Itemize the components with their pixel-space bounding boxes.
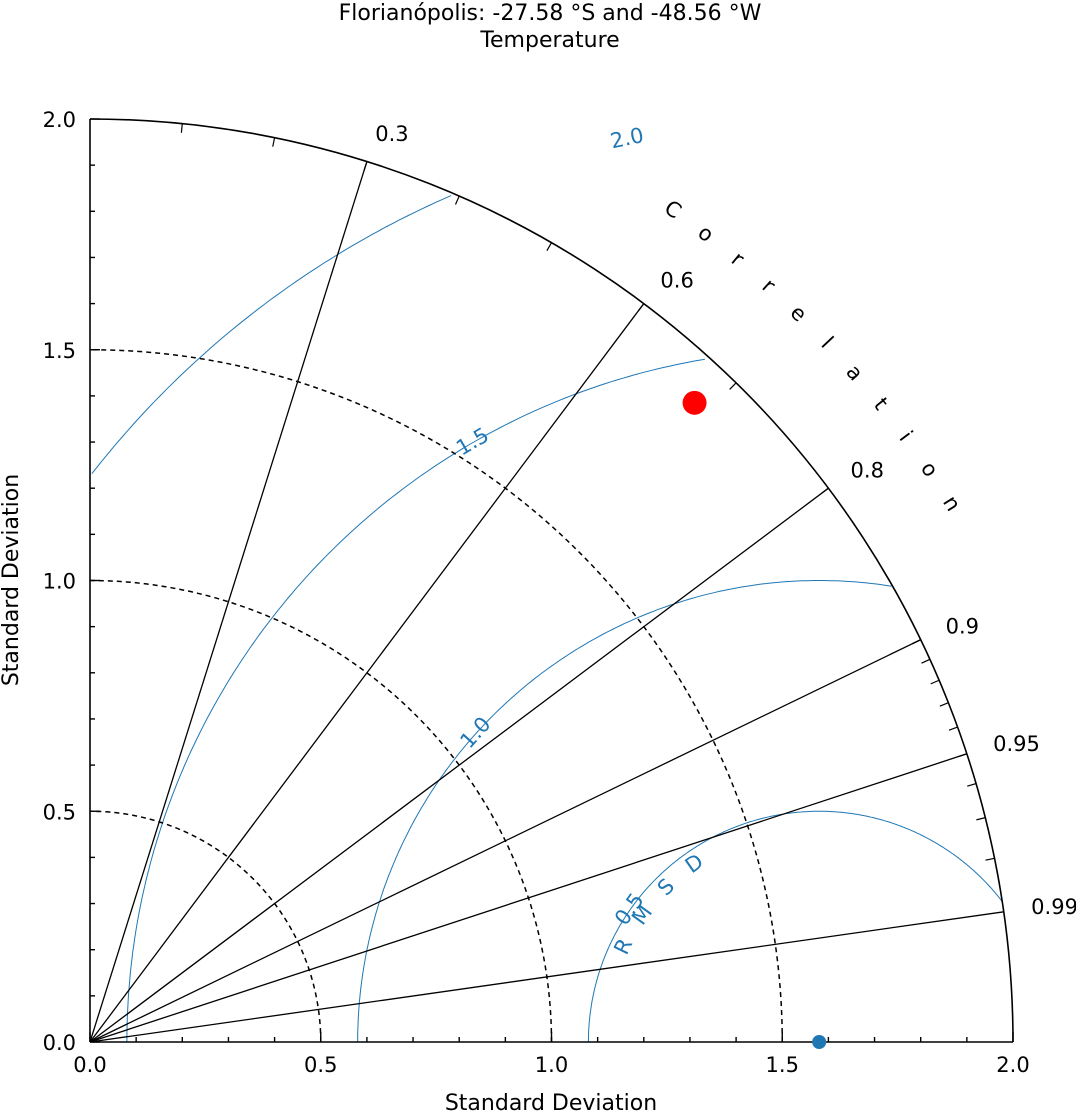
correlation-label-letter: C xyxy=(660,195,686,223)
correlation-minor-tick xyxy=(729,382,737,390)
rmsd-contour xyxy=(126,358,705,1042)
std-dashed-arc xyxy=(89,579,553,1043)
correlation-line xyxy=(89,911,1004,1043)
correlation-minor-tick xyxy=(272,137,276,147)
x-tick-label: 1.5 xyxy=(766,1053,799,1077)
rmsd-contour-label: 1.5 xyxy=(452,423,493,460)
correlation-minor-tick xyxy=(637,303,645,312)
axes-frame xyxy=(89,118,1014,1043)
rmsd-contour-label: 2.0 xyxy=(608,123,646,153)
correlation-label-letter: r xyxy=(757,274,780,298)
axis-ticks: 0.00.0 0.5 0.5 1.0 1.0 1.5 1.5 2.0 2.0 xyxy=(43,108,1030,1077)
correlation-label-letter: n xyxy=(938,491,965,515)
outer-arc xyxy=(89,118,1014,1043)
correlation-line xyxy=(89,487,829,1043)
correlation-label-letter: o xyxy=(916,457,943,481)
correlation-minor-tick xyxy=(948,726,958,731)
rmsd-contour xyxy=(587,810,1003,1042)
correlation-minor-tick xyxy=(957,753,968,758)
correlation-minor-tick xyxy=(967,782,977,787)
correlation-line xyxy=(89,161,368,1043)
y-tick-label: 0.5 xyxy=(43,800,76,824)
correlation-minor-tick xyxy=(976,817,986,821)
y-axis-label: Standard Deviation xyxy=(0,474,24,686)
std-dashed-arc xyxy=(89,810,322,1043)
correlation-tick-label: 0.3 xyxy=(375,122,408,146)
correlation-tick-label: 0.95 xyxy=(993,732,1040,756)
rmsd-contour xyxy=(91,195,452,475)
y-tick-label: 2.0 xyxy=(43,108,76,132)
correlation-minor-tick xyxy=(930,679,940,685)
y-tick-label: 1.0 xyxy=(43,570,76,594)
correlation-label-letter: i xyxy=(895,427,918,446)
correlation-label-letter: o xyxy=(693,220,718,247)
correlation-label-letter: r xyxy=(727,247,749,271)
chart-subtitle: Temperature xyxy=(479,28,619,53)
x-tick-label: 0.5 xyxy=(304,1053,337,1077)
std-dashed-arcs xyxy=(89,349,783,1043)
correlation-label-letter: t xyxy=(869,393,893,414)
correlation-minor-tick xyxy=(454,195,460,205)
correlation-tick-label: 0.8 xyxy=(851,459,884,483)
correlation-minor-tick xyxy=(939,702,949,707)
correlation-line xyxy=(89,303,645,1043)
rmsd-contour-label: 1.0 xyxy=(455,712,495,753)
correlation-tick-label: 0.99 xyxy=(1031,895,1076,919)
x-tick-label: 0.0 xyxy=(73,1053,106,1077)
correlation-minor-tick xyxy=(546,242,553,251)
correlation-minor-tick xyxy=(363,161,368,171)
correlation-minor-tick xyxy=(985,857,995,861)
correlation-tick-label: 0.9 xyxy=(946,615,979,639)
correlation-minor-tick xyxy=(820,487,829,495)
rmsd-label-letter: D xyxy=(681,849,708,878)
correlation-label-letter: e xyxy=(786,300,812,326)
x-tick-label: 1.0 xyxy=(535,1053,568,1077)
rmsd-label-letter: R xyxy=(609,935,637,959)
correlation-label-letter: l xyxy=(816,332,837,353)
reference-point xyxy=(812,1035,827,1049)
y-tick-label: 0.0 xyxy=(43,1031,76,1055)
correlation-line xyxy=(89,753,968,1043)
correlation-minor-tick xyxy=(921,658,931,664)
model-point xyxy=(682,390,707,415)
correlation-minor-tick xyxy=(912,639,921,645)
x-tick-label: 2.0 xyxy=(996,1053,1029,1077)
rmsd-contour xyxy=(357,580,892,1042)
correlation-label-letter: a xyxy=(841,360,868,385)
y-tick-label: 1.5 xyxy=(43,339,76,363)
correlation-minor-tick xyxy=(180,123,183,133)
correlation-line xyxy=(89,639,921,1043)
chart-title: Florianópolis: -27.58 °S and -48.56 °W xyxy=(339,1,762,26)
data-points xyxy=(682,390,827,1049)
correlation-tick-label: 0.6 xyxy=(660,268,693,292)
std-dashed-arc xyxy=(89,349,783,1043)
x-axis-label: Standard Deviation xyxy=(445,1091,657,1116)
